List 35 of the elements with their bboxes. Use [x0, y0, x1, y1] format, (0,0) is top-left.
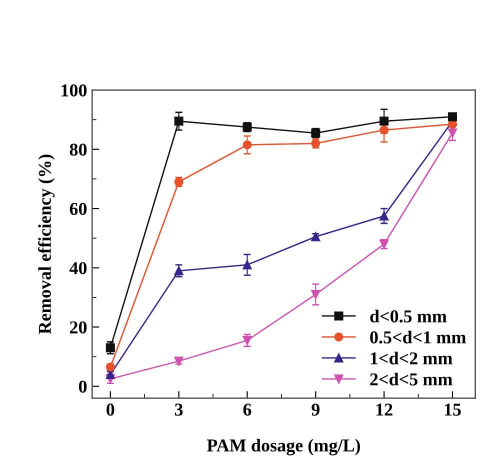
legend-label: 1<d<2 mm	[370, 352, 452, 364]
y-tick-label: 100	[62, 84, 87, 96]
legend-label: 0.5<d<1 mm	[370, 330, 466, 344]
point	[174, 356, 184, 366]
x-tick-label: 6	[243, 404, 252, 416]
y-tick-label: 20	[70, 321, 87, 334]
y-axis-title: Removal efficiency (%)	[38, 154, 55, 334]
x-axis-title: PAM dosage (mg/L)	[206, 438, 360, 456]
legend-label: d<0.5 mm	[370, 310, 447, 323]
y-tick-label: 40	[69, 262, 87, 274]
x-tick-label: 3	[174, 404, 183, 416]
point	[174, 266, 184, 276]
point	[106, 343, 115, 352]
point	[311, 232, 320, 242]
point	[380, 126, 389, 135]
y-tick-label: 60	[70, 202, 87, 215]
point	[380, 211, 389, 220]
point	[448, 112, 458, 122]
point	[174, 116, 184, 126]
point	[242, 336, 252, 345]
legend-label: 2<d<5 mm	[370, 372, 452, 386]
x-tick-label: 12	[376, 404, 392, 416]
y-tick-label: 80	[70, 144, 87, 156]
point	[242, 260, 252, 270]
point	[380, 116, 389, 126]
point	[311, 128, 320, 138]
point	[448, 120, 458, 129]
x-tick-label: 9	[312, 404, 320, 416]
x-tick-label: 0	[106, 404, 114, 416]
y-tick-label: 0	[78, 380, 87, 393]
point	[311, 290, 320, 299]
point	[448, 128, 458, 138]
point	[242, 140, 252, 150]
point	[311, 138, 320, 148]
x-tick-label: 15	[444, 404, 461, 416]
